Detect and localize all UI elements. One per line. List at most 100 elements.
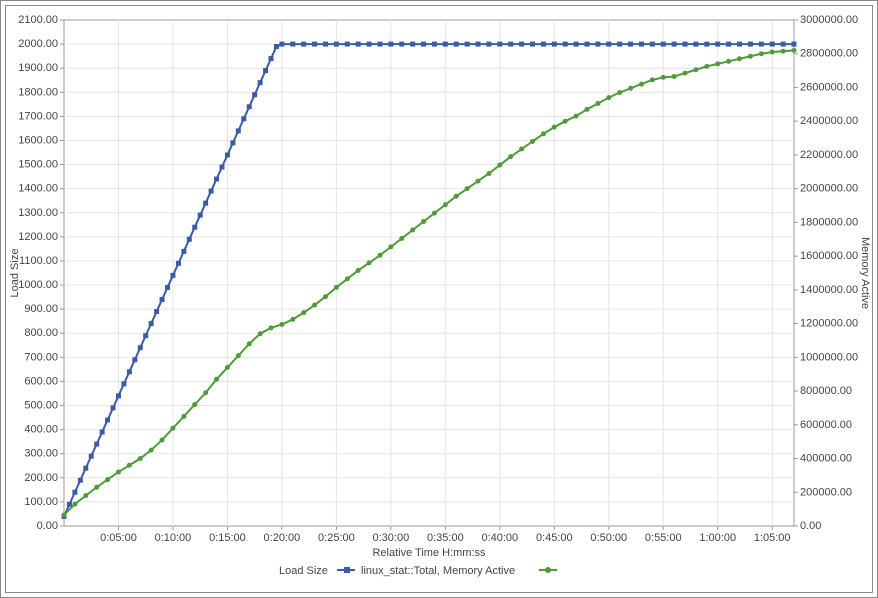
series-marker — [388, 42, 393, 47]
series-marker — [149, 448, 153, 452]
legend-square-icon — [344, 567, 350, 573]
series-marker — [618, 91, 622, 95]
x-tick-label: 0:15:00 — [209, 532, 246, 544]
series-marker — [628, 42, 633, 47]
series-marker — [683, 71, 687, 75]
y-right-tick-label: 0.00 — [800, 520, 821, 532]
series-marker — [181, 249, 186, 254]
series-marker — [661, 75, 665, 79]
series-marker — [497, 42, 502, 47]
series-marker — [72, 490, 77, 495]
series-marker — [498, 163, 502, 167]
series-marker — [301, 42, 306, 47]
series-marker — [94, 442, 99, 447]
series-marker — [552, 42, 557, 47]
series-marker — [584, 42, 589, 47]
x-tick-label: 0:50:00 — [590, 532, 627, 544]
series-marker — [639, 82, 643, 86]
series-marker — [279, 42, 284, 47]
y-left-tick-label: 2100.00 — [18, 14, 58, 26]
series-marker — [247, 104, 252, 109]
series-marker — [563, 42, 568, 47]
y-left-tick-label: 600.00 — [24, 375, 58, 387]
series-marker — [509, 155, 513, 159]
series-marker — [263, 68, 268, 73]
y-right-tick-label: 2000000.00 — [800, 183, 858, 195]
series-marker — [476, 42, 481, 47]
y-right-tick-label: 1800000.00 — [800, 216, 858, 228]
y-left-tick-label: 700.00 — [24, 351, 58, 363]
series-marker — [432, 211, 436, 215]
series-marker — [258, 332, 262, 336]
chart-inner-frame: 0.00100.00200.00300.00400.00500.00600.00… — [5, 5, 873, 593]
series-marker — [443, 42, 448, 47]
y-right-tick-label: 2600000.00 — [800, 81, 858, 93]
series-marker — [334, 42, 339, 47]
y-right-axis-title: Memory Active — [859, 237, 871, 309]
series-marker — [400, 236, 404, 240]
series-marker — [138, 457, 142, 461]
x-tick-label: 0:35:00 — [427, 532, 464, 544]
series-marker — [606, 42, 611, 47]
x-tick-label: 0:40:00 — [481, 532, 518, 544]
y-right-tick-label: 400000.00 — [800, 453, 852, 465]
series-marker — [607, 96, 611, 100]
y-left-tick-label: 1400.00 — [18, 183, 58, 195]
series-marker — [345, 277, 349, 281]
x-tick-label: 0:20:00 — [264, 532, 301, 544]
series-marker — [585, 107, 589, 111]
y-left-tick-label: 400.00 — [24, 424, 58, 436]
series-marker — [531, 139, 535, 143]
series-marker — [280, 322, 284, 326]
y-left-tick-label: 200.00 — [24, 472, 58, 484]
series-marker — [149, 321, 154, 326]
series-marker — [574, 42, 579, 47]
series-marker — [67, 502, 72, 507]
series-marker — [650, 78, 654, 82]
y-right-tick-label: 1000000.00 — [800, 351, 858, 363]
series-marker — [225, 365, 229, 369]
series-marker — [367, 261, 371, 265]
y-left-tick-label: 1600.00 — [18, 134, 58, 146]
series-marker — [176, 261, 181, 266]
y-right-tick-label: 200000.00 — [800, 486, 852, 498]
series-marker — [596, 101, 600, 105]
y-right-tick-label: 800000.00 — [800, 385, 852, 397]
y-left-tick-label: 300.00 — [24, 448, 58, 460]
series-marker — [672, 42, 677, 47]
y-left-tick-label: 1300.00 — [18, 207, 58, 219]
y-right-tick-label: 600000.00 — [800, 419, 852, 431]
series-marker — [465, 42, 470, 47]
series-marker — [170, 273, 175, 278]
series-marker — [83, 466, 88, 471]
series-marker — [116, 470, 120, 474]
series-marker — [530, 42, 535, 47]
series-marker — [410, 42, 415, 47]
series-marker — [313, 303, 317, 307]
series-marker — [73, 502, 77, 506]
series-marker — [290, 42, 295, 47]
series-marker — [792, 42, 797, 47]
series-marker — [650, 42, 655, 47]
y-left-tick-label: 0.00 — [37, 520, 58, 532]
series-marker — [672, 75, 676, 79]
legend-label: Load Size — [279, 565, 328, 577]
series-marker — [95, 485, 99, 489]
y-left-tick-label: 1800.00 — [18, 86, 58, 98]
series-marker — [111, 405, 116, 410]
series-marker — [541, 42, 546, 47]
y-left-axis-title: Load Size — [9, 249, 21, 298]
series-marker — [705, 64, 709, 68]
series-marker — [727, 59, 731, 63]
series-marker — [704, 42, 709, 47]
x-axis-title: Relative Time H:mm:ss — [372, 547, 486, 559]
series-marker — [367, 42, 372, 47]
series-marker — [421, 42, 426, 47]
series-marker — [454, 194, 458, 198]
series-marker — [84, 494, 88, 498]
series-marker — [100, 430, 105, 435]
x-tick-label: 1:00:00 — [699, 532, 736, 544]
series-marker — [198, 213, 203, 218]
series-marker — [770, 50, 774, 54]
y-right-tick-label: 1200000.00 — [800, 318, 858, 330]
